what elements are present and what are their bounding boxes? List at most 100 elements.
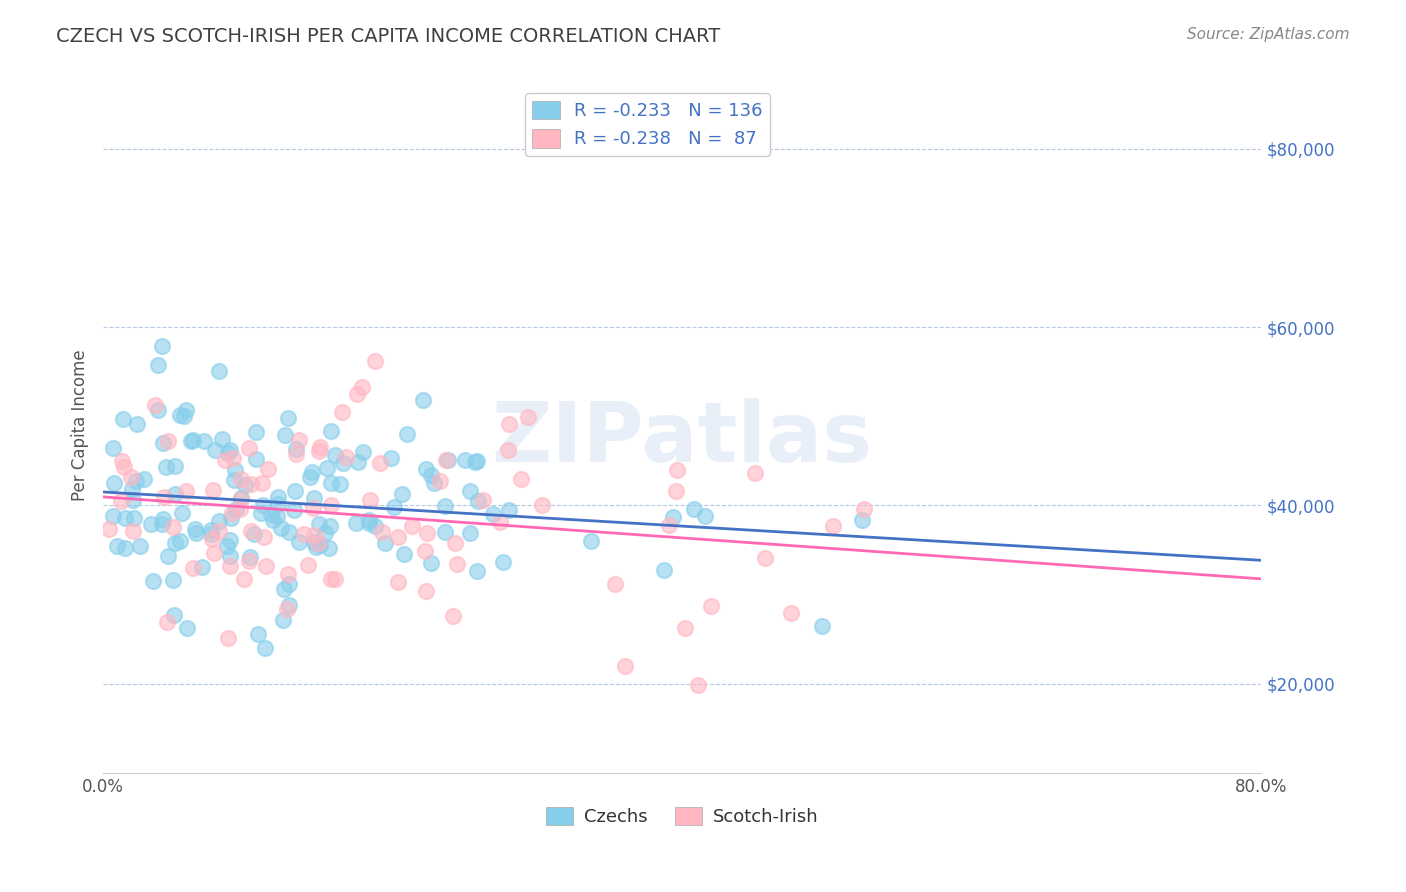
Point <box>359 513 381 527</box>
Point <box>374 535 396 549</box>
Point <box>686 678 709 692</box>
Point <box>169 533 191 548</box>
Point <box>214 453 236 467</box>
Point <box>364 353 387 368</box>
Point <box>215 539 238 553</box>
Point <box>413 544 436 558</box>
Point <box>314 525 336 540</box>
Point <box>700 599 723 613</box>
Point <box>392 547 415 561</box>
Point <box>471 492 494 507</box>
Point <box>301 465 323 479</box>
Point <box>273 613 295 627</box>
Point <box>233 477 256 491</box>
Point <box>176 484 198 499</box>
Point <box>287 434 309 448</box>
Point <box>267 497 290 511</box>
Point <box>492 556 515 570</box>
Point <box>101 509 124 524</box>
Point <box>174 403 197 417</box>
Point <box>509 472 531 486</box>
Point <box>217 446 239 460</box>
Point <box>433 525 456 540</box>
Point <box>229 501 252 516</box>
Point <box>176 621 198 635</box>
Point <box>211 433 233 447</box>
Point <box>110 493 132 508</box>
Point <box>232 573 254 587</box>
Point <box>239 549 262 564</box>
Point <box>359 493 381 508</box>
Point <box>273 582 295 597</box>
Point <box>283 503 305 517</box>
Point <box>323 572 346 586</box>
Point <box>253 530 276 544</box>
Point <box>148 403 170 417</box>
Point <box>754 551 776 566</box>
Point <box>319 425 342 439</box>
Point <box>319 519 342 533</box>
Point <box>201 483 224 497</box>
Point <box>146 358 169 372</box>
Point <box>277 410 299 425</box>
Point <box>128 539 150 553</box>
Point <box>200 523 222 537</box>
Point <box>666 463 689 477</box>
Point <box>579 534 602 549</box>
Point <box>254 559 277 574</box>
Point <box>201 533 224 547</box>
Point <box>107 539 129 553</box>
Point <box>437 452 460 467</box>
Point <box>419 556 441 570</box>
Point <box>257 461 280 475</box>
Point <box>245 452 267 467</box>
Point <box>155 460 177 475</box>
Point <box>219 549 242 563</box>
Point <box>260 507 283 521</box>
Point <box>183 561 205 575</box>
Point <box>308 517 330 532</box>
Point <box>488 515 510 529</box>
Point <box>157 549 180 564</box>
Point <box>162 520 184 534</box>
Point <box>254 640 277 655</box>
Point <box>318 541 340 556</box>
Point <box>238 554 260 568</box>
Point <box>125 474 148 488</box>
Point <box>249 507 271 521</box>
Point <box>180 434 202 449</box>
Point <box>284 484 307 499</box>
Point <box>229 491 252 505</box>
Point <box>298 470 321 484</box>
Point <box>368 456 391 470</box>
Point <box>112 460 135 475</box>
Point <box>319 498 342 512</box>
Point <box>121 482 143 496</box>
Point <box>217 631 239 645</box>
Point <box>165 458 187 473</box>
Point <box>204 443 226 458</box>
Point <box>429 474 451 488</box>
Point <box>270 521 292 535</box>
Point <box>387 530 409 544</box>
Point <box>240 524 263 539</box>
Point <box>221 506 243 520</box>
Text: Source: ZipAtlas.com: Source: ZipAtlas.com <box>1187 27 1350 42</box>
Point <box>173 409 195 423</box>
Point <box>332 456 354 470</box>
Point <box>114 510 136 524</box>
Point <box>302 528 325 542</box>
Point <box>121 470 143 484</box>
Point <box>243 526 266 541</box>
Point <box>329 477 352 491</box>
Point <box>239 476 262 491</box>
Point <box>245 425 267 439</box>
Point <box>222 451 245 466</box>
Point <box>184 525 207 540</box>
Point <box>277 567 299 582</box>
Point <box>97 522 120 536</box>
Point <box>309 440 332 454</box>
Point <box>315 460 337 475</box>
Point <box>352 380 374 394</box>
Point <box>276 602 298 616</box>
